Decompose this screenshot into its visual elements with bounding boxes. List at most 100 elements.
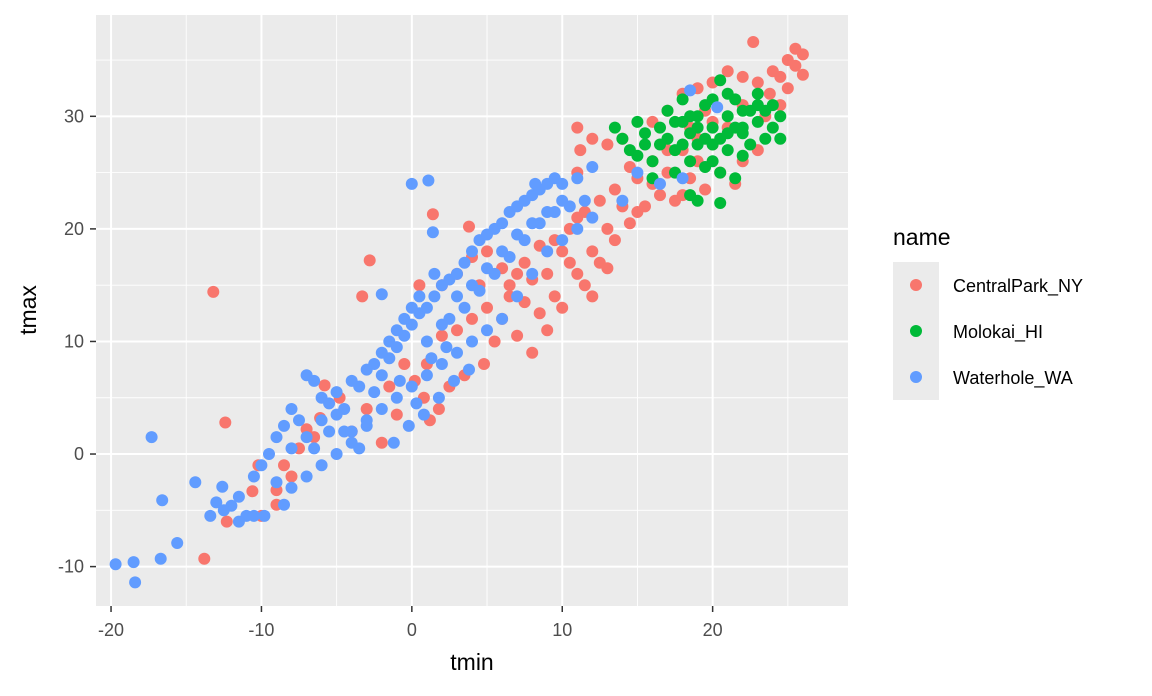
point-waterhole-wa (345, 425, 358, 438)
point-waterhole-wa (393, 374, 406, 387)
point-centralpark-ny (466, 312, 478, 325)
point-molokai-hi (774, 110, 787, 123)
point-waterhole-wa (526, 267, 539, 280)
point-waterhole-wa (466, 245, 478, 258)
point-centralpark-ny (541, 267, 554, 280)
point-waterhole-wa (323, 425, 336, 438)
legend: name CentralPark_NY Molokai_HI Waterhole… (893, 224, 1083, 400)
point-waterhole-wa (398, 312, 411, 325)
point-waterhole-wa (353, 442, 366, 455)
point-waterhole-wa (458, 256, 471, 269)
point-waterhole-wa (466, 335, 478, 348)
point-centralpark-ny (533, 307, 546, 320)
point-centralpark-ny (721, 65, 734, 78)
point-molokai-hi (691, 121, 704, 134)
point-centralpark-ny (481, 301, 493, 314)
y-axis-ticks: -10 0 10 20 30 (58, 106, 96, 577)
point-waterhole-wa (127, 556, 140, 569)
point-centralpark-ny (481, 245, 493, 258)
point-waterhole-wa (541, 206, 554, 218)
point-centralpark-ny (503, 279, 516, 292)
point-waterhole-wa (255, 459, 268, 472)
point-centralpark-ny (574, 144, 587, 157)
point-molokai-hi (759, 132, 772, 145)
point-waterhole-wa (481, 324, 493, 337)
point-centralpark-ny (360, 403, 373, 415)
point-molokai-hi (774, 132, 787, 145)
point-centralpark-ny (398, 358, 411, 370)
point-centralpark-ny (451, 324, 463, 337)
point-waterhole-wa (405, 177, 418, 190)
x-axis-ticks: -20 -10 0 10 20 (98, 606, 723, 640)
point-centralpark-ny (556, 245, 569, 258)
point-centralpark-ny (601, 262, 614, 275)
point-molokai-hi (736, 121, 749, 134)
point-centralpark-ny (774, 70, 787, 83)
point-molokai-hi (616, 132, 629, 145)
point-centralpark-ny (285, 470, 298, 483)
point-waterhole-wa (451, 346, 463, 359)
point-waterhole-wa (171, 537, 184, 549)
legend-key-waterhole-wa (910, 371, 922, 383)
point-waterhole-wa (375, 403, 388, 415)
point-centralpark-ny (699, 183, 712, 196)
point-molokai-hi (751, 87, 764, 100)
point-waterhole-wa (278, 498, 290, 511)
legend-label-centralpark-ny: CentralPark_NY (953, 276, 1083, 297)
point-waterhole-wa (405, 301, 418, 314)
x-tick-label: -20 (98, 620, 124, 640)
point-centralpark-ny (639, 200, 651, 213)
point-waterhole-wa (129, 576, 142, 589)
point-waterhole-wa (496, 312, 509, 325)
y-tick-label: 10 (64, 331, 84, 351)
point-waterhole-wa (586, 211, 599, 224)
point-waterhole-wa (422, 174, 435, 187)
point-waterhole-wa (375, 369, 388, 382)
point-waterhole-wa (578, 194, 591, 207)
point-waterhole-wa (285, 481, 298, 494)
point-waterhole-wa (420, 301, 433, 314)
point-molokai-hi (654, 121, 666, 134)
point-centralpark-ny (789, 59, 802, 72)
point-waterhole-wa (323, 397, 336, 410)
point-molokai-hi (639, 138, 651, 151)
point-waterhole-wa (360, 363, 373, 376)
point-waterhole-wa (216, 480, 229, 493)
point-waterhole-wa (556, 177, 569, 190)
point-centralpark-ny (751, 76, 764, 89)
point-waterhole-wa (387, 436, 400, 449)
point-centralpark-ny (608, 234, 621, 247)
point-centralpark-ny (198, 552, 211, 565)
point-waterhole-wa (420, 369, 433, 382)
point-centralpark-ny (563, 256, 576, 269)
point-centralpark-ny (463, 220, 475, 233)
point-waterhole-wa (711, 101, 724, 114)
point-molokai-hi (751, 115, 764, 128)
point-molokai-hi (669, 115, 681, 128)
point-waterhole-wa (360, 414, 373, 427)
point-waterhole-wa (428, 267, 441, 280)
point-waterhole-wa (383, 335, 396, 348)
point-waterhole-wa (258, 509, 271, 522)
point-waterhole-wa (631, 166, 644, 179)
point-waterhole-wa (526, 217, 539, 230)
point-waterhole-wa (466, 279, 478, 292)
point-waterhole-wa (247, 470, 260, 483)
point-centralpark-ny (518, 256, 531, 269)
point-centralpark-ny (432, 403, 445, 415)
point-waterhole-wa (435, 358, 448, 370)
point-centralpark-ny (763, 87, 776, 100)
point-waterhole-wa (420, 335, 433, 348)
point-centralpark-ny (654, 189, 666, 202)
point-waterhole-wa (556, 194, 569, 207)
point-waterhole-wa (448, 374, 460, 387)
point-centralpark-ny (601, 222, 614, 235)
point-waterhole-wa (541, 245, 554, 258)
point-waterhole-wa (308, 442, 321, 455)
point-centralpark-ny (278, 459, 290, 472)
legend-label-molokai-hi: Molokai_HI (953, 322, 1043, 343)
point-molokai-hi (661, 104, 674, 117)
point-molokai-hi (699, 161, 712, 173)
